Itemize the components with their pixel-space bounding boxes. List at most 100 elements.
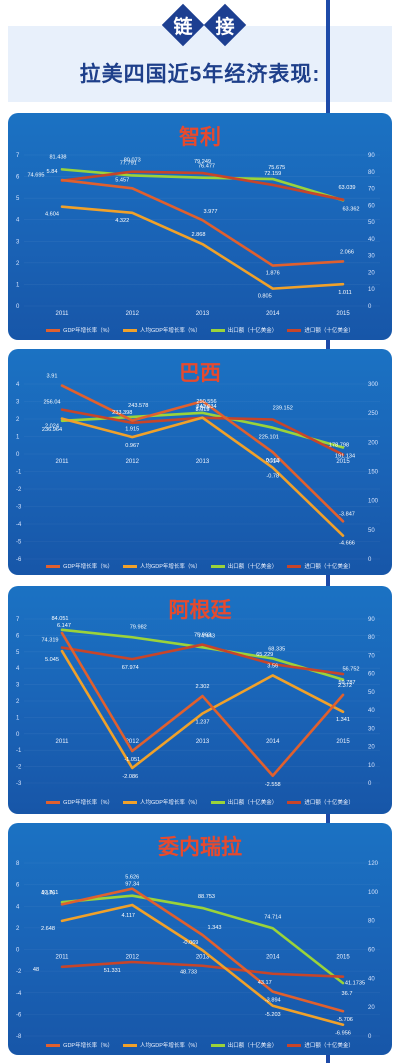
legend-swatch [46, 564, 61, 568]
data-label: 4.117 [121, 913, 135, 919]
left-tick-label: -1 [16, 470, 22, 476]
data-label: 76.477 [198, 164, 215, 170]
series-line [60, 960, 345, 978]
data-label: 67.974 [122, 665, 139, 671]
data-label: -5.203 [265, 1012, 281, 1018]
data-label: 4.176 [41, 890, 55, 896]
data-label: 1.343 [208, 925, 222, 931]
right-tick-label: 30 [368, 254, 375, 260]
data-label: 3.977 [204, 209, 218, 215]
legend-label: 进口额（十亿美金） [304, 328, 354, 334]
left-tick-label: 0 [16, 452, 20, 458]
category-label: 2013 [196, 459, 210, 465]
right-tick-label: 80 [368, 170, 375, 176]
right-tick-label: 0 [368, 781, 372, 787]
legend-item: 人均GDP年增长率（%） [122, 1041, 201, 1049]
data-label: 2.066 [340, 249, 354, 255]
right-tick-label: 50 [368, 528, 375, 534]
category-label: 2015 [336, 459, 350, 465]
series-line [60, 384, 345, 523]
right-tick-label: 70 [368, 187, 375, 193]
left-tick-label: 2 [16, 699, 20, 705]
legend-label: 出口额（十亿美金） [227, 800, 278, 806]
right-tick-label: 90 [368, 153, 375, 159]
right-tick-label: 60 [368, 203, 375, 209]
legend-item: 人均GDP年增长率（%） [122, 798, 201, 806]
legend-label: 进口额（十亿美金） [304, 564, 354, 570]
category-label: 2011 [56, 739, 70, 745]
series-line [60, 887, 345, 1013]
category-label: 2012 [126, 459, 140, 465]
right-tick-label: 0 [368, 304, 372, 310]
series-line [60, 643, 345, 676]
chart-legend: GDP年增长率（%） 人均GDP年增长率（%） 出口额（十亿美金） 进口额（十亿美金） [8, 324, 392, 336]
data-label: -3.847 [339, 511, 355, 517]
data-label: 75.963 [194, 633, 211, 639]
data-label: 88.753 [198, 894, 215, 900]
data-label: 1.876 [266, 271, 280, 277]
data-label: 233.398 [112, 410, 132, 416]
data-label: 75.675 [268, 165, 285, 171]
data-label: 1.237 [196, 720, 210, 726]
chart-legend: GDP年增长率（%） 人均GDP年增长率（%） 出口额（十亿美金） 进口额（十亿美金） [8, 796, 392, 808]
chart-title: 智利 [179, 126, 221, 149]
right-tick-label: 100 [368, 890, 379, 896]
category-label: 2011 [56, 459, 70, 465]
data-label: 239.152 [273, 405, 293, 411]
left-tick-label: 7 [16, 617, 20, 623]
left-tick-label: 8 [16, 861, 20, 867]
data-label: 63.039 [338, 185, 355, 191]
category-label: 2013 [196, 311, 210, 317]
left-tick-label: -1 [16, 748, 22, 754]
left-tick-label: 2 [16, 926, 20, 932]
data-label: 74.319 [41, 638, 58, 644]
right-tick-label: 100 [368, 499, 379, 505]
category-label: 2015 [336, 955, 350, 961]
left-tick-label: 0 [16, 948, 20, 954]
badge-char-1: 链 [173, 16, 193, 38]
category-label: 2011 [56, 311, 70, 317]
left-tick-label: -3 [16, 781, 22, 787]
legend-label: 出口额（十亿美金） [227, 1043, 278, 1049]
chart-title: 巴西 [179, 362, 221, 385]
legend-label: 人均GDP年增长率（%） [139, 328, 201, 334]
data-label: 41.1735 [345, 981, 365, 987]
legend-label: GDP年增长率（%） [63, 564, 113, 570]
legend-swatch [287, 564, 302, 568]
data-label: 4.322 [115, 218, 129, 224]
left-tick-label: -8 [16, 1034, 22, 1040]
data-label: 77.791 [120, 160, 137, 166]
chart-legend: GDP年增长率（%） 人均GDP年增长率（%） 出口额（十亿美金） 进口额（十亿美金） [8, 560, 392, 572]
data-label: 2.078 [196, 406, 210, 412]
data-label: 0.805 [258, 294, 272, 300]
legend-item: 出口额（十亿美金） [210, 562, 277, 570]
legend-label: GDP年增长率（%） [63, 1043, 113, 1049]
left-tick-label: 4 [16, 382, 20, 388]
left-tick-label: 2 [16, 417, 20, 423]
chart-panel: 委内瑞拉 -8 -6 -4 -2 0 2 4 6 8 0 20 40 60 80 100 120 2011 2012… [8, 823, 392, 1055]
data-label: 250.556 [196, 399, 216, 405]
left-tick-label: -4 [16, 991, 22, 997]
legend-item: 进口额（十亿美金） [287, 326, 354, 334]
legend-swatch [122, 1043, 137, 1047]
legend-swatch [210, 800, 225, 804]
chart-title: 阿根廷 [168, 599, 232, 622]
left-tick-label: 0 [16, 304, 20, 310]
data-label: 2.024 [45, 424, 59, 430]
legend-item: GDP年增长率（%） [46, 326, 113, 334]
legend-swatch [210, 328, 225, 332]
chart-panel: 巴西 -6 -5 -4 -3 -2 -1 0 1 2 3 4 0 50 100 150 200 250 300 201… [8, 349, 392, 575]
legend-item: GDP年增长率（%） [46, 1041, 113, 1049]
data-label: 178.798 [329, 443, 349, 449]
left-tick-label: -5 [16, 540, 22, 546]
chart-title: 委内瑞拉 [158, 836, 242, 859]
right-tick-label: 10 [368, 763, 375, 769]
data-label: 51.331 [104, 968, 121, 974]
right-tick-label: 150 [368, 470, 379, 476]
left-tick-label: 3 [16, 400, 20, 406]
data-label: -4.666 [339, 541, 355, 547]
right-tick-label: 40 [368, 237, 375, 243]
badge-char-2: 接 [215, 16, 235, 38]
data-label: 43.17 [258, 980, 272, 986]
